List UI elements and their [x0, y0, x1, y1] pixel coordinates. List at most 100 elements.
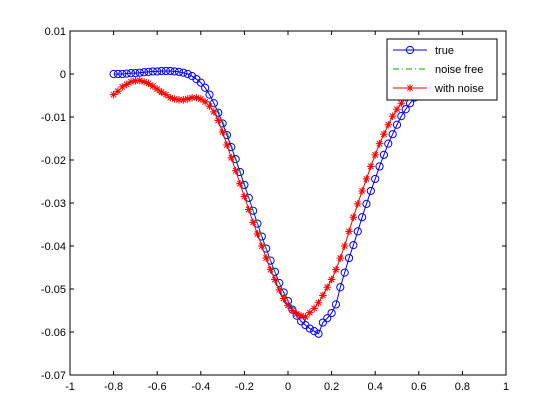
data-point-asterisk: [114, 87, 122, 95]
data-point-asterisk: [388, 112, 397, 120]
data-point-asterisk: [249, 218, 257, 227]
data-point-circle: [323, 314, 332, 323]
legend-label: with noise: [434, 83, 484, 95]
x-tick-label: -0.6: [148, 381, 167, 393]
data-point-circle: [201, 83, 210, 92]
data-point-asterisk: [332, 265, 340, 274]
data-point-asterisk: [345, 227, 353, 236]
data-point-asterisk: [336, 254, 345, 262]
data-point-asterisk: [205, 102, 214, 111]
data-point-asterisk: [135, 76, 144, 85]
data-point-circle: [392, 120, 402, 129]
data-point-asterisk: [231, 166, 240, 175]
data-point-circle: [362, 199, 371, 208]
legend-entry-true: true: [393, 45, 454, 57]
data-point-asterisk: [358, 187, 366, 195]
data-point-asterisk: [275, 286, 284, 294]
data-point-circle: [109, 69, 118, 79]
data-point-asterisk: [118, 83, 127, 91]
x-tick-label: -1: [65, 381, 75, 393]
data-point-asterisk: [214, 116, 223, 125]
y-tick-label: 0.01: [45, 26, 66, 38]
data-point-circle: [161, 66, 171, 76]
data-point-asterisk: [384, 120, 393, 129]
data-point-asterisk: [319, 291, 327, 300]
data-point-asterisk: [157, 88, 166, 96]
legend-label: noise free: [435, 64, 483, 76]
data-point-asterisk: [292, 310, 301, 318]
data-point-circle: [153, 67, 162, 76]
data-point-circle: [388, 130, 397, 139]
data-point-asterisk: [122, 80, 131, 89]
data-point-asterisk: [183, 95, 192, 103]
data-point-circle: [327, 308, 336, 318]
x-tick-label: -0.8: [104, 381, 123, 393]
data-point-circle: [384, 139, 393, 148]
data-point-asterisk: [179, 96, 188, 104]
data-point-asterisk: [127, 77, 135, 86]
data-point-asterisk: [253, 230, 262, 238]
data-point-asterisk: [140, 77, 148, 86]
data-point-asterisk: [397, 99, 406, 108]
x-tick-label: -0.2: [235, 381, 254, 393]
data-point-circle: [375, 162, 384, 171]
data-point-asterisk: [197, 95, 205, 103]
data-point-circle: [122, 69, 131, 78]
data-point-asterisk: [201, 98, 209, 106]
data-point-circle: [314, 329, 323, 338]
data-point-circle: [131, 69, 140, 78]
data-point-circle: [379, 150, 389, 159]
data-point-circle: [113, 69, 123, 79]
legend-marker-asterisk: [406, 84, 414, 92]
data-point-asterisk: [131, 77, 140, 85]
x-tick-label: 0.2: [324, 381, 339, 393]
data-point-asterisk: [109, 90, 118, 99]
data-point-circle: [336, 283, 345, 292]
data-point-asterisk: [306, 308, 314, 317]
y-tick-label: 0: [60, 69, 66, 81]
data-point-asterisk: [310, 304, 318, 313]
legend-marker-circle: [405, 45, 415, 55]
data-point-circle: [397, 112, 406, 121]
y-tick-label: -0.01: [41, 112, 66, 124]
data-point-asterisk: [271, 275, 279, 284]
data-point-asterisk: [240, 192, 249, 201]
x-tick-label: -0.4: [191, 381, 210, 393]
data-point-asterisk: [175, 96, 183, 104]
series-noise-free: [113, 79, 420, 319]
data-point-asterisk: [393, 105, 401, 114]
data-point-asterisk: [149, 82, 157, 90]
data-point-circle: [305, 324, 314, 333]
data-point-circle: [144, 67, 153, 76]
data-point-circle: [170, 67, 179, 76]
data-point-asterisk: [375, 139, 384, 148]
data-point-asterisk: [188, 93, 196, 102]
legend-box: [386, 38, 498, 101]
data-point-circle: [179, 68, 188, 77]
legend-label: true: [435, 45, 454, 57]
data-point-circle: [401, 105, 410, 114]
data-point-circle: [349, 241, 358, 250]
x-tick-label: 0.8: [455, 381, 470, 393]
data-point-asterisk: [210, 108, 218, 116]
data-point-asterisk: [380, 130, 388, 138]
data-point-circle: [331, 300, 341, 309]
legend-entry-noise-free: noise free: [393, 64, 483, 76]
data-point-circle: [166, 66, 175, 76]
x-tick-label: 1: [503, 381, 509, 393]
data-point-circle: [183, 69, 192, 79]
legend-entry-with-noise: with noise: [393, 83, 484, 95]
data-point-circle: [310, 327, 319, 336]
x-tick-label: 0.4: [368, 381, 383, 393]
data-point-asterisk: [144, 79, 153, 88]
data-point-circle: [126, 69, 136, 78]
y-tick-label: -0.07: [41, 370, 66, 382]
data-point-circle: [140, 68, 149, 77]
data-point-asterisk: [367, 162, 375, 171]
data-point-circle: [148, 67, 157, 76]
data-point-asterisk: [244, 205, 253, 214]
data-point-circle: [366, 186, 375, 196]
data-point-asterisk: [170, 95, 179, 103]
data-point-asterisk: [353, 200, 362, 208]
